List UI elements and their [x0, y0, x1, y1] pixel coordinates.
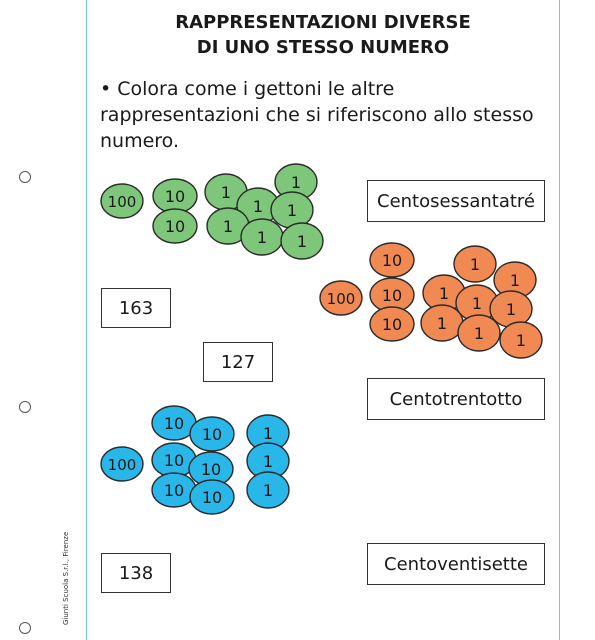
- title-line-2: DI UNO STESSO NUMERO: [196, 37, 450, 58]
- green-token-10: 10: [152, 208, 198, 244]
- green-token-1: 1: [280, 222, 324, 260]
- green-token-10: 10: [152, 178, 198, 214]
- svg-text:10: 10: [201, 460, 221, 479]
- orange-token-1: 1: [499, 321, 543, 359]
- svg-text:10: 10: [382, 251, 402, 270]
- number-box-138[interactable]: 138: [101, 553, 171, 593]
- blue-token-1: 1: [246, 471, 290, 509]
- blue-token-10: 10: [151, 472, 197, 508]
- orange-token-10: 10: [369, 242, 415, 278]
- number-box-163[interactable]: 163: [101, 288, 171, 328]
- word-box-centoventisette[interactable]: Centoventisette: [367, 543, 545, 585]
- svg-text:10: 10: [202, 488, 222, 507]
- svg-text:1: 1: [437, 314, 447, 333]
- svg-text:1: 1: [253, 197, 263, 216]
- svg-text:1: 1: [470, 255, 480, 274]
- orange-token-10: 10: [369, 306, 415, 342]
- svg-text:1: 1: [506, 300, 516, 319]
- orange-token-10: 10: [369, 277, 415, 313]
- svg-text:10: 10: [164, 414, 184, 433]
- svg-text:10: 10: [202, 425, 222, 444]
- orange-token-1: 1: [453, 245, 497, 283]
- svg-text:10: 10: [164, 481, 184, 500]
- blue-token-100: 100: [100, 446, 144, 482]
- instruction-text: • Colora come i gettoni le altre rappres…: [100, 78, 534, 152]
- svg-text:1: 1: [263, 424, 273, 443]
- svg-text:1: 1: [257, 228, 267, 247]
- svg-text:10: 10: [382, 286, 402, 305]
- svg-text:1: 1: [223, 217, 233, 236]
- orange-token-1: 1: [457, 314, 501, 352]
- svg-text:100: 100: [108, 456, 137, 474]
- svg-text:100: 100: [327, 290, 356, 308]
- svg-text:1: 1: [516, 331, 526, 350]
- svg-text:1: 1: [474, 324, 484, 343]
- word-box-centotrentotto[interactable]: Centotrentotto: [367, 378, 545, 420]
- svg-text:1: 1: [221, 183, 231, 202]
- svg-text:1: 1: [439, 284, 449, 303]
- worksheet-frame: [86, 0, 560, 640]
- svg-text:1: 1: [263, 452, 273, 471]
- svg-text:10: 10: [165, 217, 185, 236]
- svg-text:1: 1: [263, 481, 273, 500]
- page-title: RAPPRESENTAZIONI DIVERSE DI UNO STESSO N…: [86, 10, 560, 60]
- svg-text:1: 1: [510, 271, 520, 290]
- blue-token-10: 10: [151, 405, 197, 441]
- blue-token-1: 1: [246, 442, 290, 480]
- svg-text:1: 1: [291, 173, 301, 192]
- svg-text:100: 100: [108, 193, 137, 211]
- svg-text:10: 10: [165, 187, 185, 206]
- orange-token-100: 100: [319, 280, 363, 316]
- svg-text:1: 1: [472, 294, 482, 313]
- svg-text:1: 1: [287, 201, 297, 220]
- number-box-127[interactable]: 127: [203, 342, 273, 382]
- blue-token-10: 10: [189, 479, 235, 515]
- svg-text:10: 10: [164, 451, 184, 470]
- svg-text:1: 1: [297, 232, 307, 251]
- orange-token-1: 1: [420, 304, 464, 342]
- binder-hole: [19, 401, 31, 413]
- green-token-1: 1: [240, 218, 284, 256]
- blue-token-10: 10: [189, 416, 235, 452]
- orange-token-1: 1: [489, 290, 533, 328]
- svg-text:10: 10: [382, 315, 402, 334]
- green-token-100: 100: [100, 183, 144, 219]
- binder-hole: [19, 171, 31, 183]
- word-box-centosessantatre[interactable]: Centosessantatré: [367, 180, 545, 222]
- title-line-1: RAPPRESENTAZIONI DIVERSE: [175, 12, 471, 33]
- copyright-credit: Giunti Scuola S.r.l., Firenze: [62, 531, 70, 625]
- green-token-1: 1: [270, 191, 314, 229]
